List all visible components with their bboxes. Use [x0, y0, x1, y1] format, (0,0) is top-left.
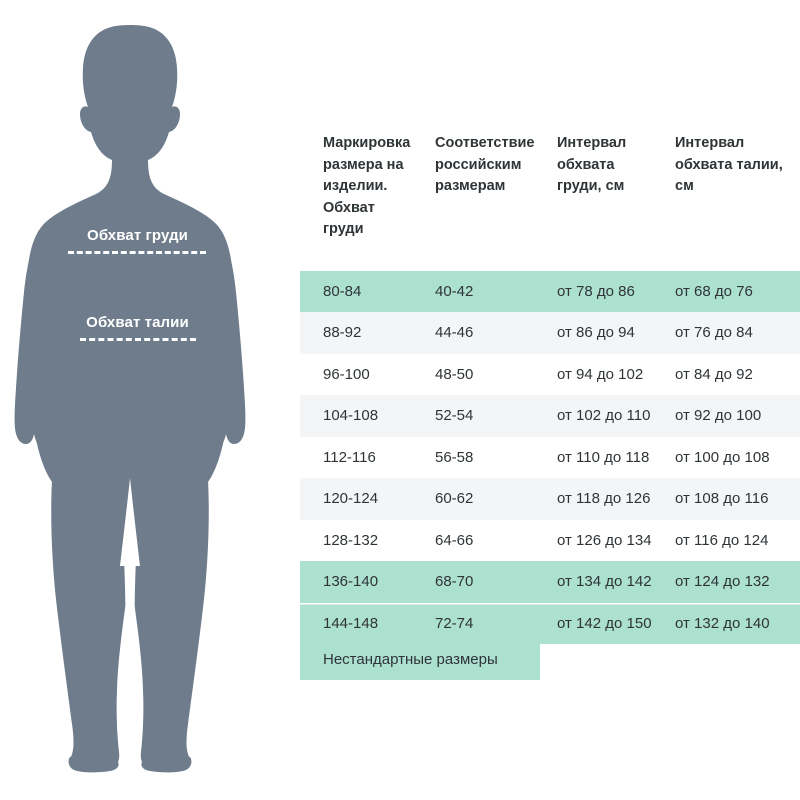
cell-marking: 88-92 [300, 312, 412, 354]
cell-marking: 120-124 [300, 478, 412, 520]
cell-russian-size: 44-46 [412, 312, 534, 354]
column-header-russian-size: Соответствие российским размерам [412, 110, 535, 271]
cell-russian-size: 72-74 [412, 602, 534, 644]
nonstandard-sizes-badge[interactable]: Нестандартные размеры [300, 638, 540, 680]
cell-waist-range: от 108 до 116 [652, 478, 800, 520]
cell-russian-size: 52-54 [412, 395, 534, 437]
cell-chest-range: от 86 до 94 [534, 312, 652, 354]
cell-marking: 80-84 [300, 270, 412, 312]
table-row: 120-124 60-62 от 118 до 126 от 108 до 116 [300, 478, 800, 520]
cell-waist-range: от 100 до 108 [652, 436, 800, 478]
table-row: 136-140 68-70 от 134 до 142 от 124 до 132 [300, 561, 800, 603]
cell-waist-range: от 68 до 76 [652, 270, 800, 312]
cell-russian-size: 40-42 [412, 270, 534, 312]
cell-waist-range: от 124 до 132 [652, 561, 800, 603]
waist-measure-dashed-line [80, 338, 196, 341]
table-row: 128-132 64-66 от 126 до 134 от 116 до 124 [300, 519, 800, 561]
column-header-chest-range: Интервал обхвата груди, см [534, 110, 652, 271]
chest-measure-label: Обхват груди [87, 227, 188, 244]
column-header-waist-range: Интервал обхвата талии, см [652, 110, 800, 271]
cell-waist-range: от 84 до 92 [652, 353, 800, 395]
chest-measure-dashed-line [68, 251, 206, 254]
cell-marking: 96-100 [300, 353, 412, 395]
table-header-row: Маркировка размера на изделии. Обхват гр… [300, 110, 800, 271]
size-table-head: Маркировка размера на изделии. Обхват гр… [300, 110, 800, 271]
cell-marking: 128-132 [300, 519, 412, 561]
cell-russian-size: 68-70 [412, 561, 534, 603]
size-table-body: 80-84 40-42 от 78 до 86 от 68 до 76 88-92 44-… [300, 270, 800, 644]
cell-russian-size: 56-58 [412, 436, 534, 478]
table-row: 80-84 40-42 от 78 до 86 от 68 до 76 [300, 270, 800, 312]
cell-chest-range: от 94 до 102 [534, 353, 652, 395]
table-row: 144-148 72-74 от 142 до 150 от 132 до 140 [300, 602, 800, 644]
table-row: 104-108 52-54 от 102 до 110 от 92 до 100 [300, 395, 800, 437]
cell-marking: 136-140 [300, 561, 412, 603]
cell-chest-range: от 78 до 86 [534, 270, 652, 312]
cell-waist-range: от 132 до 140 [652, 602, 800, 644]
male-body-silhouette-icon [14, 25, 246, 773]
cell-chest-range: от 134 до 142 [534, 561, 652, 603]
cell-russian-size: 48-50 [412, 353, 534, 395]
cell-waist-range: от 92 до 100 [652, 395, 800, 437]
table-row: 112-116 56-58 от 110 до 118 от 100 до 108 [300, 436, 800, 478]
cell-marking: 104-108 [300, 395, 412, 437]
cell-chest-range: от 102 до 110 [534, 395, 652, 437]
cell-chest-range: от 142 до 150 [534, 602, 652, 644]
cell-marking: 112-116 [300, 436, 412, 478]
size-table: Маркировка размера на изделии. Обхват гр… [300, 110, 800, 644]
table-row: 96-100 48-50 от 94 до 102 от 84 до 92 [300, 353, 800, 395]
table-row: 88-92 44-46 от 86 до 94 от 76 до 84 [300, 312, 800, 354]
body-figure-panel: Обхват груди Обхват талии [0, 0, 300, 800]
cell-waist-range: от 76 до 84 [652, 312, 800, 354]
column-header-marking: Маркировка размера на изделии. Обхват гр… [300, 110, 412, 271]
waist-measure-label: Обхват талии [86, 314, 189, 331]
cell-waist-range: от 116 до 124 [652, 519, 800, 561]
cell-russian-size: 60-62 [412, 478, 534, 520]
cell-marking: 144-148 [300, 602, 412, 644]
cell-russian-size: 64-66 [412, 519, 534, 561]
cell-chest-range: от 110 до 118 [534, 436, 652, 478]
cell-chest-range: от 118 до 126 [534, 478, 652, 520]
cell-chest-range: от 126 до 134 [534, 519, 652, 561]
nonstandard-sizes-label: Нестандартные размеры [323, 650, 498, 668]
